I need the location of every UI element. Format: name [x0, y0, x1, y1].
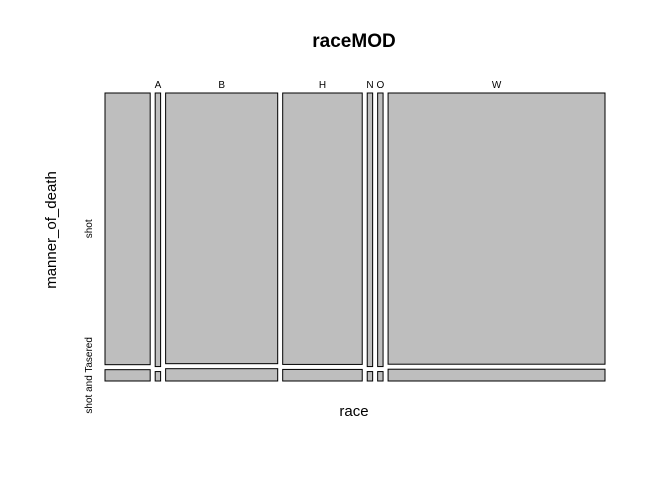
y-tick-labels: shot shot and Tasered — [84, 219, 95, 413]
tile-b-shot-and-tasered — [165, 368, 279, 382]
tile-h-shot-and-tasered — [282, 368, 363, 382]
tile-col1-shot-and-tasered — [104, 369, 151, 382]
y-axis-label: manner_of_death — [43, 171, 60, 289]
tile-b-shot — [165, 92, 279, 365]
tile-a-shot-and-tasered — [154, 371, 162, 382]
tile-col1-shot — [104, 92, 151, 366]
tile-w-shot — [387, 92, 606, 365]
x-tick-label-w: W — [492, 80, 502, 91]
x-tick-label-b: B — [218, 80, 225, 91]
tile-a-shot — [154, 92, 162, 368]
tile-o-shot-and-tasered — [377, 371, 384, 382]
y-tick-label-shot: shot — [84, 219, 95, 238]
tile-w-shot-and-tasered — [387, 368, 606, 382]
y-tick-label-shot-and-tasered: shot and Tasered — [84, 337, 95, 414]
mosaic-tiles — [104, 92, 606, 382]
x-tick-label-h: H — [319, 80, 326, 91]
x-axis-label: race — [339, 403, 368, 420]
tile-h-shot — [282, 92, 363, 365]
tile-o-shot — [377, 92, 384, 368]
x-tick-label-n: N — [366, 80, 373, 91]
tile-n-shot — [366, 92, 374, 368]
tile-n-shot-and-tasered — [366, 371, 374, 382]
x-tick-label-o: O — [376, 80, 384, 91]
chart-title: raceMOD — [312, 31, 395, 52]
x-tick-label-a: A — [155, 80, 162, 91]
